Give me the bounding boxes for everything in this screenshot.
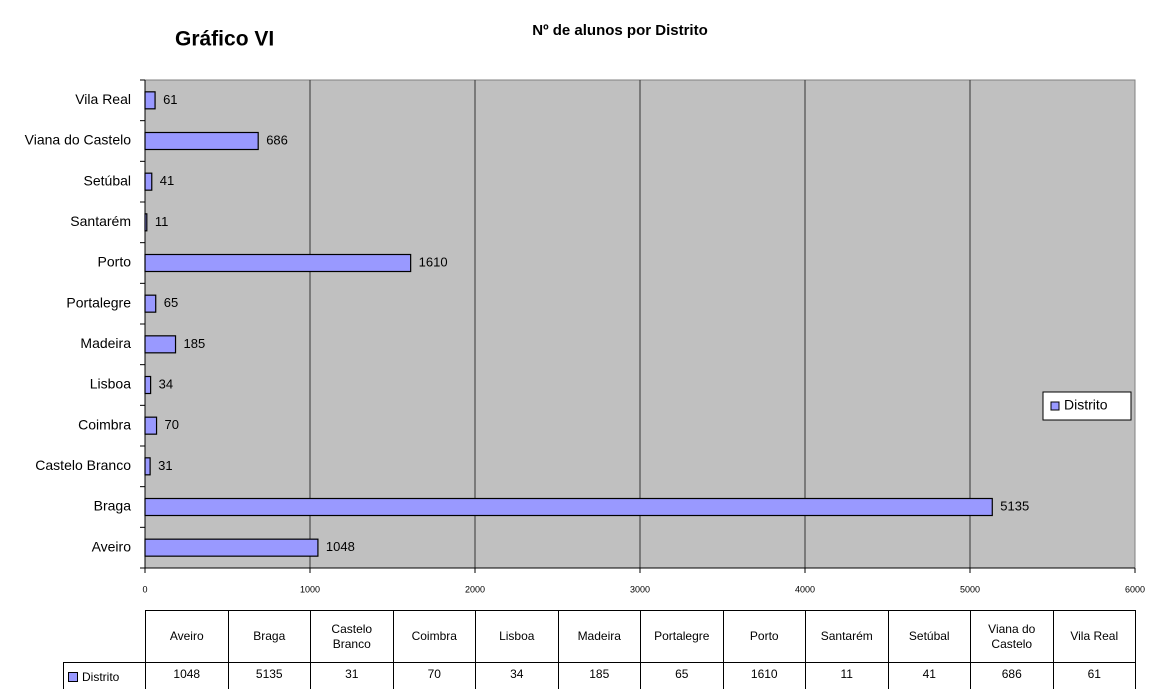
y-tick-label: Lisboa xyxy=(90,376,131,392)
data-label: 11 xyxy=(155,214,169,229)
data-label: 41 xyxy=(160,173,174,188)
y-tick-label: Castelo Branco xyxy=(35,457,131,473)
table-value: 1048 xyxy=(145,662,229,689)
table-row-label: Distrito xyxy=(63,662,146,689)
data-label: 65 xyxy=(164,295,178,310)
table-value: 11 xyxy=(805,662,889,689)
table-header: Coimbra xyxy=(392,610,476,663)
data-label: 34 xyxy=(159,376,173,391)
bar xyxy=(144,457,151,476)
x-tick-label: 1000 xyxy=(300,584,320,594)
table-value: 65 xyxy=(640,662,724,689)
data-label: 686 xyxy=(266,132,288,147)
bar xyxy=(144,416,158,435)
bar xyxy=(144,91,156,110)
table-value: 61 xyxy=(1052,662,1136,689)
table-header: Porto xyxy=(722,610,806,663)
bar xyxy=(144,538,319,557)
y-tick-label: Portalegre xyxy=(66,294,131,310)
table-header: Santarém xyxy=(805,610,889,663)
table-value: 41 xyxy=(887,662,971,689)
chart-title: Nº de alunos por Distrito xyxy=(532,22,708,39)
table-swatch xyxy=(68,672,78,682)
y-tick-label: Viana do Castelo xyxy=(25,132,132,148)
x-tick-label: 5000 xyxy=(960,584,980,594)
table-value: 686 xyxy=(970,662,1054,689)
table-header: Lisboa xyxy=(475,610,559,663)
table-value: 5135 xyxy=(227,662,311,689)
table-header: Aveiro xyxy=(145,610,229,663)
table-value: 185 xyxy=(557,662,641,689)
y-tick-label: Santarém xyxy=(70,213,131,229)
x-tick-label: 0 xyxy=(142,584,147,594)
bar xyxy=(144,294,157,313)
y-tick-label: Coimbra xyxy=(78,416,131,432)
table-header: Castelo Branco xyxy=(310,610,394,663)
data-label: 185 xyxy=(184,336,206,351)
data-label: 5135 xyxy=(1000,498,1029,513)
table-row-name: Distrito xyxy=(82,669,120,684)
y-tick-label: Braga xyxy=(94,498,132,514)
legend-label: Distrito xyxy=(1064,397,1108,413)
data-label: 31 xyxy=(158,458,172,473)
y-tick-label: Aveiro xyxy=(92,538,132,554)
table-value: 1610 xyxy=(722,662,806,689)
x-tick-label: 4000 xyxy=(795,584,815,594)
y-tick-label: Porto xyxy=(98,254,132,270)
table-header: Madeira xyxy=(557,610,641,663)
bar xyxy=(144,375,152,395)
data-label: 1048 xyxy=(326,539,355,554)
x-tick-label: 3000 xyxy=(630,584,650,594)
table-header: Portalegre xyxy=(640,610,724,663)
legend-swatch xyxy=(1050,401,1060,411)
bar xyxy=(144,253,412,273)
figure-label: Gráfico VI xyxy=(175,28,274,51)
x-tick-label: 6000 xyxy=(1125,584,1145,594)
bar xyxy=(144,172,153,191)
table-value: 31 xyxy=(310,662,394,689)
data-label: 1610 xyxy=(419,254,448,269)
table-value: 70 xyxy=(392,662,476,689)
x-tick-label: 2000 xyxy=(465,584,485,594)
data-label: 61 xyxy=(163,92,177,107)
data-label: 70 xyxy=(165,417,179,432)
bar xyxy=(144,131,259,151)
y-tick-label: Setúbal xyxy=(84,172,131,188)
bar xyxy=(144,335,177,354)
table-header: Braga xyxy=(227,610,311,663)
bar xyxy=(144,497,993,517)
y-tick-label: Madeira xyxy=(80,335,131,351)
table-header: Vila Real xyxy=(1052,610,1136,663)
bar xyxy=(144,213,148,232)
table-header: Viana do Castelo xyxy=(970,610,1054,663)
y-tick-label: Vila Real xyxy=(75,91,131,107)
table-header: Setúbal xyxy=(887,610,971,663)
table-value: 34 xyxy=(475,662,559,689)
